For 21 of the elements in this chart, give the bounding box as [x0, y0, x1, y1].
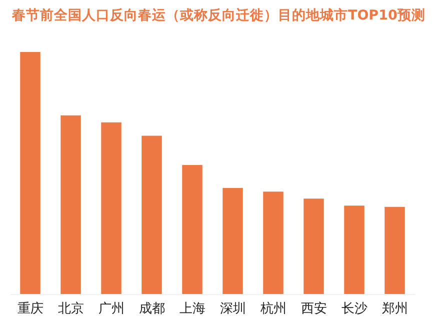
x-tick-label: 郑州: [382, 302, 408, 316]
bar: [20, 52, 40, 294]
bar: [182, 165, 202, 294]
x-tick-label: 上海: [179, 302, 206, 316]
bar: [60, 115, 81, 294]
x-tick-label: 长沙: [341, 302, 368, 316]
x-tick-label: 重庆: [17, 302, 44, 316]
bar: [384, 206, 405, 294]
x-tick-label: 北京: [58, 302, 84, 316]
bar: [222, 188, 243, 294]
bar: [263, 192, 284, 294]
bar: [142, 136, 162, 294]
x-tick-label: 杭州: [259, 302, 286, 316]
x-tick-label: 西安: [300, 300, 327, 316]
bar: [344, 206, 364, 294]
x-tick-label: 深圳: [220, 302, 246, 316]
x-tick-label: 广州: [98, 302, 124, 316]
x-tick-label: 成都: [138, 302, 165, 316]
chart-title: 春节前全国人口反向春运（或称反向迁徙）目的地城市TOP10预测: [11, 6, 426, 24]
bar: [304, 198, 324, 294]
bar: [101, 122, 122, 294]
